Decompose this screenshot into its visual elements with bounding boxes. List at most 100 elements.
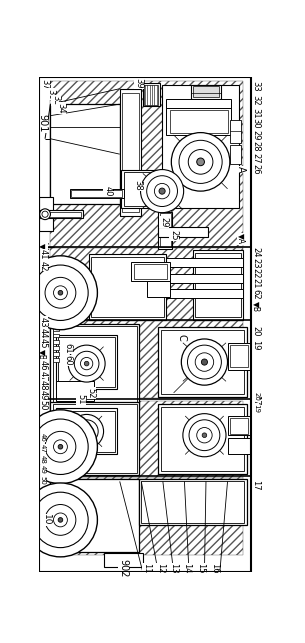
Text: 20: 20 (252, 326, 260, 336)
Bar (50, 402, 139, 475)
Text: ▼A: ▼A (237, 233, 246, 244)
Bar (143, 84, 160, 107)
Text: 50: 50 (38, 400, 47, 410)
Circle shape (197, 158, 204, 166)
Bar (158, 404, 247, 474)
Text: 23: 23 (252, 258, 260, 269)
Text: ▼B: ▼B (38, 349, 47, 360)
Text: 10: 10 (42, 514, 51, 526)
Text: ▼B: ▼B (252, 301, 260, 312)
Text: 19: 19 (252, 340, 260, 350)
Bar (121, 90, 140, 214)
Circle shape (189, 420, 220, 451)
Circle shape (154, 183, 170, 199)
Bar (228, 343, 251, 370)
Bar (160, 330, 245, 394)
Text: 51: 51 (77, 394, 86, 404)
Text: 33: 33 (252, 81, 260, 92)
Bar (147, 281, 170, 296)
Bar (50, 478, 243, 554)
Circle shape (74, 351, 99, 376)
Circle shape (33, 265, 88, 320)
Circle shape (23, 483, 97, 557)
Text: 14: 14 (182, 563, 191, 574)
Circle shape (195, 353, 214, 371)
Text: 47: 47 (40, 444, 46, 453)
Bar (58, 411, 115, 452)
Text: 35: 35 (51, 95, 60, 105)
Circle shape (40, 209, 50, 220)
Bar (170, 109, 228, 133)
Text: 30: 30 (252, 118, 260, 129)
Text: 39: 39 (135, 78, 143, 89)
Text: 52: 52 (87, 388, 96, 398)
Circle shape (181, 339, 228, 385)
Bar (120, 89, 141, 216)
Bar (53, 352, 59, 356)
Text: 28: 28 (252, 141, 260, 152)
Bar (50, 81, 243, 246)
Text: 24: 24 (252, 248, 260, 258)
Text: 47: 47 (38, 370, 47, 381)
Circle shape (81, 358, 93, 370)
Text: 11: 11 (142, 563, 151, 574)
Bar (158, 212, 172, 249)
Text: 48: 48 (38, 380, 47, 390)
Circle shape (53, 513, 67, 527)
Circle shape (53, 286, 67, 300)
Text: 41: 41 (38, 249, 47, 260)
Text: 46: 46 (40, 433, 46, 442)
Bar (53, 334, 59, 338)
Bar (166, 99, 231, 135)
Bar (39, 197, 53, 231)
Bar (50, 323, 139, 408)
Text: 62: 62 (252, 289, 260, 300)
Bar (53, 346, 59, 350)
Bar (104, 553, 143, 567)
Text: 20: 20 (253, 392, 259, 401)
Bar (70, 189, 124, 198)
Circle shape (183, 413, 226, 457)
Bar (56, 381, 94, 401)
Bar (71, 190, 122, 197)
Bar (141, 482, 245, 523)
Bar (50, 248, 243, 322)
Circle shape (45, 277, 76, 308)
Circle shape (58, 518, 63, 522)
Bar (144, 85, 158, 105)
Bar (53, 404, 137, 473)
Circle shape (70, 415, 104, 448)
Bar (89, 254, 166, 320)
Circle shape (84, 361, 89, 366)
Circle shape (202, 433, 207, 437)
Text: 49: 49 (38, 390, 47, 401)
Text: 21: 21 (252, 278, 260, 289)
Bar (50, 322, 243, 398)
Bar (158, 228, 208, 237)
Circle shape (33, 419, 88, 475)
Circle shape (141, 170, 184, 213)
Text: 13: 13 (169, 563, 178, 574)
Text: 40: 40 (104, 186, 113, 196)
Text: 50: 50 (40, 476, 46, 485)
Circle shape (58, 444, 63, 449)
Bar (230, 345, 248, 367)
Circle shape (159, 188, 165, 194)
Text: 43: 43 (38, 317, 47, 327)
Text: 45: 45 (38, 338, 47, 349)
Text: 32: 32 (252, 95, 260, 105)
Text: A: A (236, 167, 246, 173)
Bar (193, 250, 243, 320)
Text: 17: 17 (252, 395, 260, 406)
Bar (42, 212, 81, 217)
Bar (160, 213, 170, 248)
Text: 27: 27 (252, 152, 260, 163)
Circle shape (23, 256, 97, 330)
Bar (131, 262, 170, 281)
Bar (166, 108, 231, 135)
Text: 60: 60 (64, 355, 73, 366)
Circle shape (147, 176, 178, 206)
Text: 12: 12 (156, 563, 165, 574)
Text: 901: 901 (38, 114, 48, 132)
Text: 22: 22 (252, 268, 260, 279)
